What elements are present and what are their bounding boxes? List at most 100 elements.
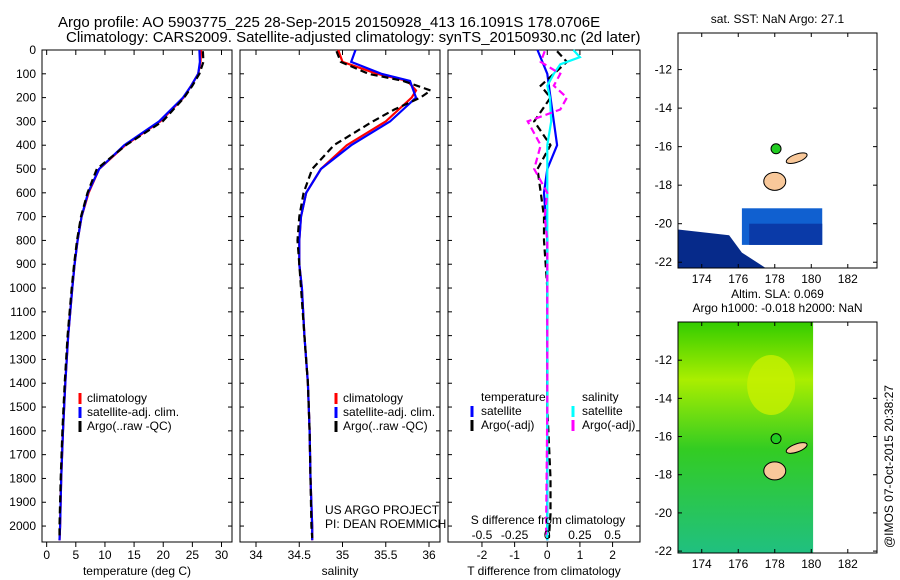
y-tick-label: 900 <box>16 257 36 271</box>
x-tick-label: 1 <box>577 548 584 562</box>
x-tick-label: 5 <box>72 548 79 562</box>
island-vanua-levu <box>785 442 808 454</box>
lon-tick-label: 180 <box>801 272 821 286</box>
island-viti-levu <box>763 461 787 481</box>
lon-tick-label: 182 <box>838 272 858 286</box>
sla-high <box>747 355 796 415</box>
y-tick-label: 800 <box>16 233 36 247</box>
x-tick-label: 0 <box>544 548 551 562</box>
lat-tick-label: -22 <box>655 544 673 558</box>
y-tick-label: 100 <box>16 67 36 81</box>
map-frame <box>677 32 878 269</box>
y-tick-label: 1400 <box>9 376 36 390</box>
series-climatology <box>58 49 203 541</box>
island-viti-levu <box>763 171 787 191</box>
project-label: US ARGO PROJECT <box>325 503 440 517</box>
y-tick-label: 200 <box>16 91 36 105</box>
sla-map <box>677 321 878 554</box>
lat-tick-label: -22 <box>655 255 673 269</box>
y-tick-label: 1300 <box>9 352 36 366</box>
legend-label: Argo(..raw -QC) <box>87 419 172 433</box>
x-tick-label: 10 <box>98 548 112 562</box>
y-tick-label: 1000 <box>9 281 36 295</box>
lon-tick-label: 178 <box>765 557 785 571</box>
s-tick-label: 0.25 <box>568 528 592 542</box>
x-tick-label: 34 <box>249 548 263 562</box>
title-line-1: Argo profile: AO 5903775_225 28-Sep-2015… <box>58 14 601 31</box>
y-tick-label: 1200 <box>9 329 36 343</box>
sst-map <box>677 32 878 269</box>
y-tick-label: 2000 <box>9 519 36 533</box>
argo-position-marker <box>770 433 782 445</box>
s-tick-label: 0 <box>544 528 551 542</box>
lat-tick-label: -16 <box>655 430 673 444</box>
series-climatology <box>298 49 418 541</box>
x-tick-label: -2 <box>477 548 488 562</box>
x-axis-label: temperature (deg C) <box>83 564 191 578</box>
legend-label: satellite <box>582 404 623 418</box>
y-tick-label: 400 <box>16 138 36 152</box>
lon-tick-label: 178 <box>765 272 785 286</box>
y-tick-label: 1800 <box>9 471 36 485</box>
y-tick-label: 1900 <box>9 495 36 509</box>
s-tick-label: 0.5 <box>604 528 621 542</box>
series-argo-raw-qc- <box>58 51 205 538</box>
legend-title-salinity: salinity <box>582 390 619 404</box>
temperature-profile-frame <box>41 49 233 543</box>
island-vanua-levu <box>785 152 808 165</box>
title-line-2: Climatology: CARS2009. Satellite-adjuste… <box>66 29 641 46</box>
pi-label: PI: DEAN ROEMMICH <box>325 517 446 531</box>
series-t-argo-adj- <box>532 50 569 539</box>
map-frame <box>677 321 878 554</box>
sst-field <box>678 229 766 268</box>
legend-title-temperature: temperature <box>481 390 546 404</box>
x-tick-label: 0 <box>43 548 50 562</box>
x-tick-label: 35.5 <box>374 548 398 562</box>
series-argo-raw-qc- <box>296 50 434 539</box>
lat-tick-label: -14 <box>655 391 673 405</box>
y-tick-label: 1100 <box>10 305 36 319</box>
y-tick-label: 700 <box>16 210 36 224</box>
s-tick-label: -0.5 <box>472 528 493 542</box>
series-s-argo-adj- <box>526 50 569 539</box>
x-tick-label: 36 <box>422 548 436 562</box>
series-satellite-adj-clim- <box>298 49 418 541</box>
lon-tick-label: 180 <box>801 557 821 571</box>
y-tick-label: 0 <box>29 43 36 57</box>
s-tick-label: -0.25 <box>501 528 529 542</box>
x-tick-label: 25 <box>186 548 200 562</box>
lon-tick-label: 174 <box>692 557 712 571</box>
lon-tick-label: 176 <box>728 557 748 571</box>
s-axis-label: S difference from climatology <box>471 513 626 527</box>
map-title: sat. SST: NaN Argo: 27.1 <box>711 12 845 26</box>
y-tick-label: 300 <box>16 114 36 128</box>
y-tick-label: 1500 <box>9 400 36 414</box>
difference-profile-frame <box>447 49 641 543</box>
series-satellite-adj-clim- <box>58 49 202 541</box>
legend-label: Argo(..raw -QC) <box>343 419 428 433</box>
x-tick-label: 15 <box>127 548 141 562</box>
map-subtitle: Argo h1000: -0.018 h2000: NaN <box>692 301 862 315</box>
x-tick-label: 30 <box>215 548 229 562</box>
lat-tick-label: -18 <box>655 178 673 192</box>
legend-label: satellite <box>481 404 522 418</box>
legend-label: satellite-adj. clim. <box>87 405 179 419</box>
y-tick-label: 600 <box>16 186 36 200</box>
legend-label: climatology <box>343 391 403 405</box>
map-title: Altim. SLA: 0.069 <box>731 287 824 301</box>
legend-label: satellite-adj. clim. <box>343 405 435 419</box>
legend-label: climatology <box>87 391 147 405</box>
sla-field <box>678 322 814 553</box>
lat-tick-label: -20 <box>655 506 673 520</box>
lon-tick-label: 176 <box>728 272 748 286</box>
lat-tick-label: -18 <box>655 468 673 482</box>
legend-label: Argo(-adj) <box>582 418 635 432</box>
lat-tick-label: -12 <box>655 353 673 367</box>
x-tick-label: 20 <box>157 548 171 562</box>
lat-tick-label: -12 <box>655 63 673 77</box>
salinity-profile-frame <box>239 49 441 543</box>
x-axis-label: salinity <box>322 564 359 578</box>
lon-tick-label: 174 <box>692 272 712 286</box>
y-tick-label: 1600 <box>9 424 36 438</box>
